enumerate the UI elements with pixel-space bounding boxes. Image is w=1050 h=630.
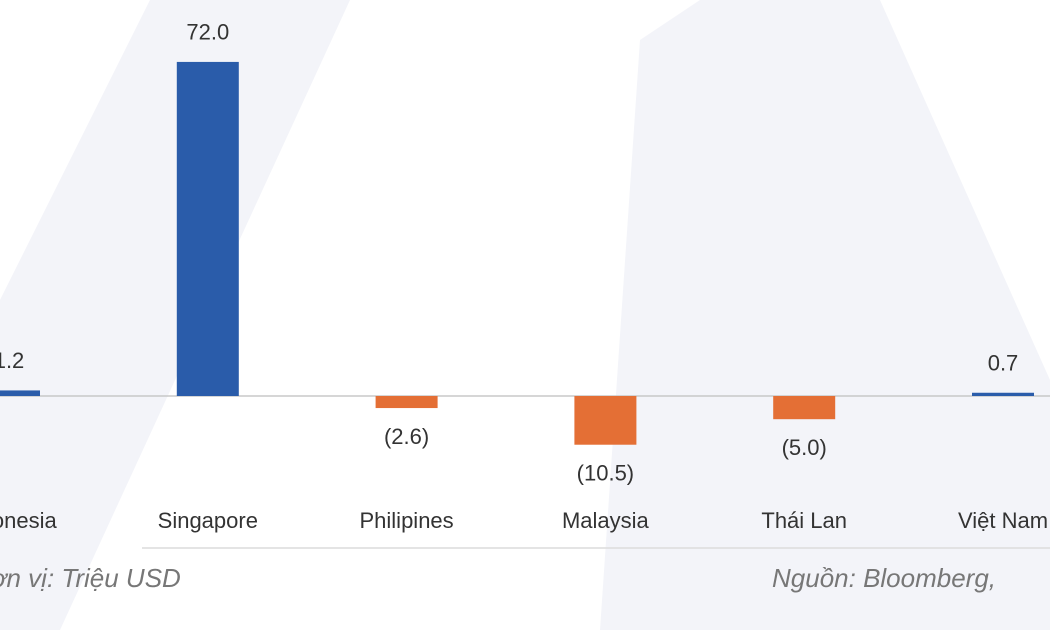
value-label: 1.2: [0, 348, 24, 373]
unit-note: Đơn vị: Triệu USD: [0, 563, 181, 593]
value-label: 0.7: [988, 351, 1019, 376]
x-tick-label: Philipines: [360, 508, 454, 533]
value-label: (5.0): [782, 435, 827, 460]
x-tick-label: Singapore: [158, 508, 258, 533]
x-tick-label: Malaysia: [562, 508, 650, 533]
watermark: [0, 0, 350, 630]
bar: [574, 396, 637, 445]
watermark: [600, 0, 1050, 630]
bar: [0, 390, 40, 396]
bar: [773, 396, 836, 420]
source: Nguồn: Bloomberg,: [772, 563, 996, 593]
x-tick-label: Indonesia: [0, 508, 57, 533]
x-tick-label: Thái Lan: [761, 508, 847, 533]
x-tick-label: Việt Nam: [958, 508, 1048, 533]
value-label: 72.0: [186, 20, 229, 45]
value-label: (10.5): [577, 461, 634, 486]
bar: [972, 392, 1034, 396]
bar: [176, 61, 239, 397]
bar: [375, 396, 438, 409]
value-label: (2.6): [384, 424, 429, 449]
